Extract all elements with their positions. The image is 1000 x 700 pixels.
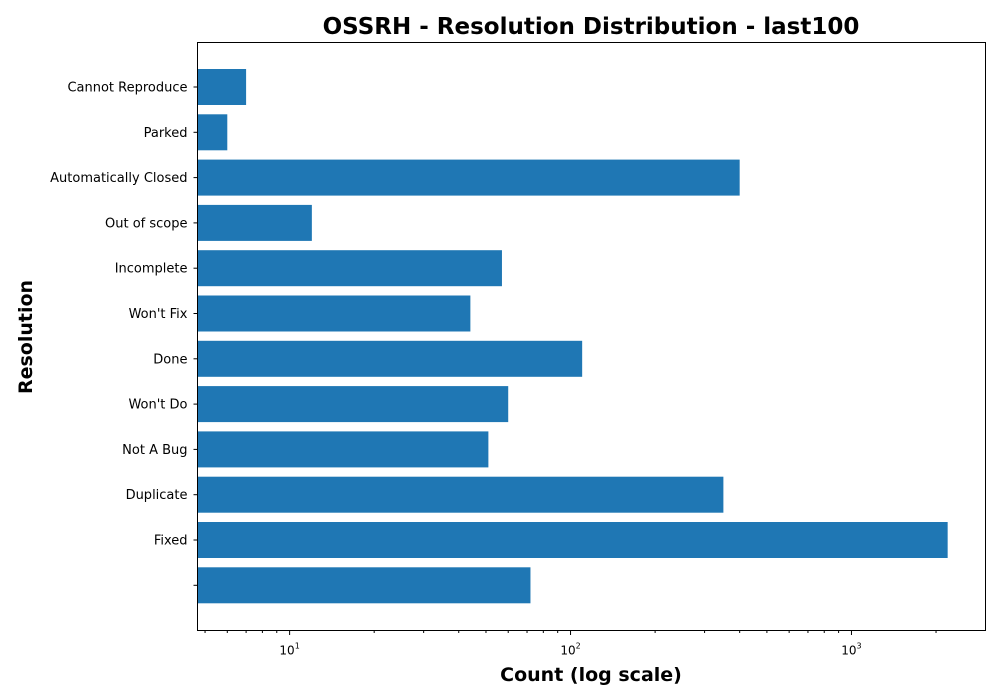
- bars-group: [197, 69, 948, 604]
- y-tick-label: Fixed: [154, 534, 188, 549]
- y-tick-label: Incomplete: [115, 262, 188, 277]
- bar: [197, 204, 312, 241]
- y-axis-label: Resolution: [15, 280, 37, 394]
- y-tick-label: Duplicate: [126, 488, 188, 503]
- bar: [197, 69, 247, 105]
- x-axis-label: Count (log scale): [500, 664, 682, 686]
- bar: [197, 431, 489, 468]
- x-tick-label: 102: [560, 642, 580, 658]
- y-tick-label: Done: [153, 352, 187, 367]
- chart-title: OSSRH - Resolution Distribution - last10…: [323, 14, 860, 40]
- y-tick-label: Won't Fix: [129, 307, 188, 322]
- bar: [197, 114, 228, 151]
- x-tick-label: 103: [841, 642, 861, 658]
- plot-frame: [197, 42, 986, 631]
- y-tick-label: Out of scope: [105, 216, 188, 231]
- x-axis-ticks: 101 102 103: [204, 630, 937, 658]
- y-axis-ticks: Cannot Reproduce Parked Automatically Clos…: [50, 81, 198, 586]
- y-tick-label: Parked: [144, 126, 188, 141]
- y-tick-label: Won't Do: [128, 398, 187, 413]
- bar: [197, 522, 948, 558]
- y-tick-label: Cannot Reproduce: [67, 81, 187, 96]
- bar: [197, 386, 509, 423]
- bar: [197, 159, 740, 196]
- y-tick-label: Not A Bug: [122, 443, 187, 458]
- bar: [197, 250, 502, 287]
- bar: [197, 295, 471, 332]
- bar: [197, 340, 583, 377]
- bar: [197, 476, 724, 513]
- y-tick-label: Automatically Closed: [50, 171, 187, 186]
- bar: [197, 567, 531, 604]
- x-tick-label: 101: [279, 642, 299, 658]
